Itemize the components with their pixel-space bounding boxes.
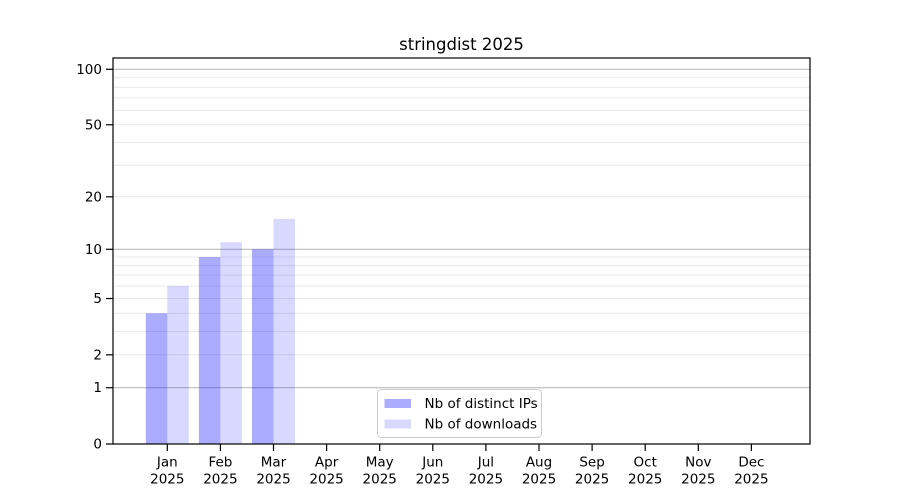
x-tick-label-year: 2025: [203, 472, 237, 488]
y-tick-label: 20: [85, 189, 102, 205]
x-tick-label-month: May: [366, 455, 394, 471]
x-tick-label-year: 2025: [150, 472, 184, 488]
legend-label-distinct-ips: Nb of distinct IPs: [425, 396, 538, 412]
x-tick-label-year: 2025: [416, 472, 450, 488]
x-tick-label-year: 2025: [522, 472, 556, 488]
bar-downloads-feb: [220, 242, 242, 444]
axis-ticks-and-labels: 0125102050100Jan2025Feb2025Mar2025Apr202…: [76, 62, 768, 488]
x-tick-label-month: Sep: [579, 455, 604, 471]
legend-label-downloads: Nb of downloads: [425, 417, 538, 433]
legend: Nb of distinct IPs Nb of downloads: [377, 389, 542, 438]
x-tick-label-year: 2025: [363, 472, 397, 488]
x-tick-label-month: Jun: [421, 455, 443, 471]
x-tick-label-year: 2025: [575, 472, 609, 488]
x-tick-label-month: Jan: [156, 455, 178, 471]
y-tick-label: 50: [85, 117, 102, 133]
bar-distinct-ips-jan: [145, 313, 168, 444]
x-tick-label-month: Oct: [634, 455, 657, 471]
x-tick-label-year: 2025: [681, 472, 715, 488]
x-tick-label-year: 2025: [256, 472, 290, 488]
bar-distinct-ips-mar: [252, 249, 274, 444]
x-tick-label-month: Dec: [738, 455, 764, 471]
bars: [145, 218, 295, 444]
gridlines: [113, 68, 810, 389]
y-tick-label: 1: [93, 380, 102, 396]
x-tick-label-year: 2025: [309, 472, 343, 488]
x-tick-label-month: Aug: [526, 455, 552, 471]
legend-box: [377, 389, 542, 438]
x-tick-label-month: Feb: [208, 455, 232, 471]
plot-border: [112, 57, 811, 445]
y-tick-label: 2: [93, 347, 102, 363]
x-tick-label-year: 2025: [734, 472, 768, 488]
bar-distinct-ips-feb: [198, 257, 221, 444]
y-tick-label: 5: [93, 291, 102, 307]
x-tick-label-month: Mar: [261, 455, 287, 471]
x-tick-label-month: Nov: [685, 455, 711, 471]
y-tick-label: 10: [85, 242, 102, 258]
x-tick-label-month: Apr: [315, 455, 339, 471]
x-tick-label-year: 2025: [469, 472, 503, 488]
bar-downloads-jan: [167, 286, 189, 444]
y-tick-label: 0: [93, 437, 102, 453]
bar-downloads-mar: [273, 218, 295, 444]
x-tick-label-month: Jul: [477, 455, 494, 471]
x-tick-label-year: 2025: [628, 472, 662, 488]
legend-swatch-distinct-ips: [384, 399, 411, 408]
chart-title: stringdist 2025: [399, 35, 524, 54]
y-tick-label: 100: [76, 62, 102, 78]
legend-swatch-downloads: [384, 419, 411, 429]
